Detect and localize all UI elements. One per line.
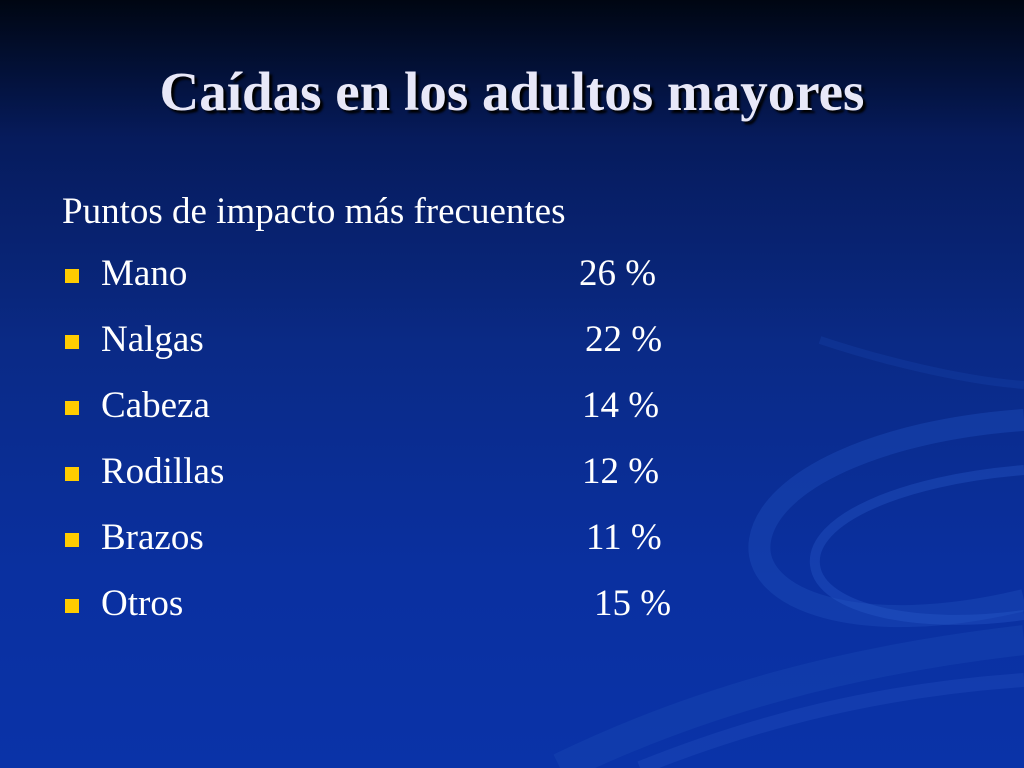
item-value: 11 % xyxy=(586,517,662,558)
item-label: Rodillas xyxy=(101,451,225,492)
list-item: Nalgas 22 % xyxy=(62,318,762,368)
square-bullet-icon xyxy=(65,401,79,415)
item-value: 22 % xyxy=(585,319,663,360)
list-item: Mano 26 % xyxy=(62,252,762,302)
slide-title: Caídas en los adultos mayores xyxy=(159,61,865,122)
square-bullet-icon xyxy=(65,599,79,613)
list-item: Brazos 11 % xyxy=(62,516,762,566)
list-item: Cabeza 14 % xyxy=(62,384,762,434)
square-bullet-icon xyxy=(65,269,79,283)
item-label: Otros xyxy=(101,583,184,624)
slide-subtitle: Puntos de impacto más frecuentes xyxy=(62,191,566,232)
item-label: Mano xyxy=(101,253,188,294)
item-label: Cabeza xyxy=(101,385,210,426)
square-bullet-icon xyxy=(65,467,79,481)
item-value: 12 % xyxy=(582,451,660,492)
item-value: 15 % xyxy=(594,583,672,624)
list-item: Rodillas 12 % xyxy=(62,450,762,500)
square-bullet-icon xyxy=(65,533,79,547)
item-value: 14 % xyxy=(582,385,660,426)
item-label: Brazos xyxy=(101,517,204,558)
item-value: 26 % xyxy=(579,253,657,294)
list-item: Otros 15 % xyxy=(62,582,762,632)
item-label: Nalgas xyxy=(101,319,204,360)
square-bullet-icon xyxy=(65,335,79,349)
